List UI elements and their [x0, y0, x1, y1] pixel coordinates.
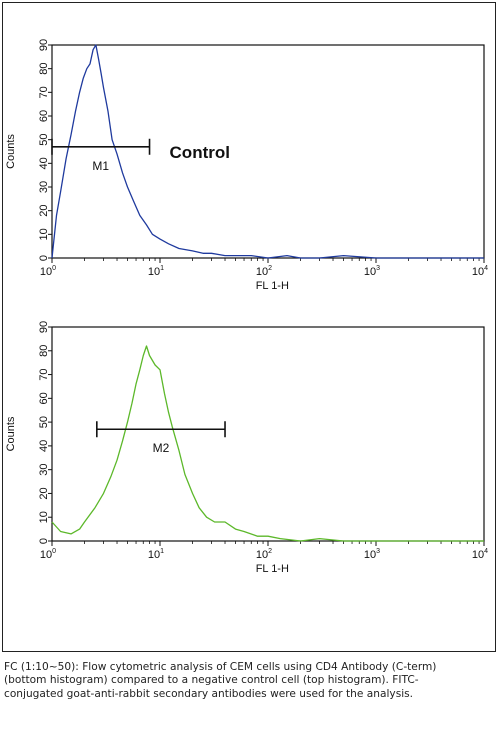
y-tick-label: 0 — [38, 538, 50, 544]
x-tick-label: 104 — [472, 265, 488, 278]
plot-frame — [51, 326, 485, 542]
x-tick-label: 102 — [256, 548, 272, 561]
x-tick-label: 101 — [148, 548, 164, 561]
y-tick-label: 90 — [38, 39, 50, 51]
y-tick-label: 60 — [38, 392, 50, 404]
x-axis-label: FL 1-H — [256, 280, 289, 292]
y-axis-label: Counts — [5, 134, 17, 169]
annotation-control: Control — [170, 143, 230, 162]
marker-label: M2 — [153, 441, 170, 455]
x-tick-label: 104 — [472, 548, 488, 561]
y-tick-label: 30 — [38, 181, 50, 193]
y-tick-label: 50 — [38, 416, 50, 428]
y-tick-label: 20 — [38, 205, 50, 217]
x-tick-label: 103 — [364, 548, 380, 561]
y-tick-label: 10 — [38, 228, 50, 240]
y-tick-label: 90 — [38, 321, 50, 333]
y-tick-label: 40 — [38, 157, 50, 169]
y-tick-label: 30 — [38, 464, 50, 476]
y-tick-label: 80 — [38, 63, 50, 75]
x-tick-label: 102 — [256, 265, 272, 278]
histogram-control: 0 10 20 30 40 50 60 70 80 90 100 101 102 103 104 Counts… — [5, 39, 488, 292]
y-tick-label: 70 — [38, 86, 50, 98]
y-tick-label: 80 — [38, 345, 50, 357]
y-tick-label: 40 — [38, 440, 50, 452]
histogram-line — [51, 345, 484, 542]
figure-caption: FC (1:10~50): Flow cytometric analysis o… — [4, 661, 437, 700]
y-axis-label: Counts — [5, 416, 17, 451]
marker-label: M1 — [92, 159, 109, 173]
x-tick-label: 103 — [364, 265, 380, 278]
y-tick-label: 60 — [38, 110, 50, 122]
x-tick-label: 100 — [40, 265, 56, 278]
histogram-line — [51, 44, 484, 259]
y-tick-label: 0 — [38, 255, 50, 261]
y-tick-label: 70 — [38, 368, 50, 380]
y-tick-label: 20 — [38, 487, 50, 499]
x-tick-label: 100 — [40, 548, 56, 561]
x-tick-label: 101 — [148, 265, 164, 278]
histogram-cd4: 0 10 20 30 40 50 60 70 80 90 100 101 102 103 104 Counts… — [5, 321, 488, 575]
x-axis-label: FL 1-H — [256, 563, 289, 575]
y-tick-label: 10 — [38, 511, 50, 523]
y-tick-label: 50 — [38, 134, 50, 146]
